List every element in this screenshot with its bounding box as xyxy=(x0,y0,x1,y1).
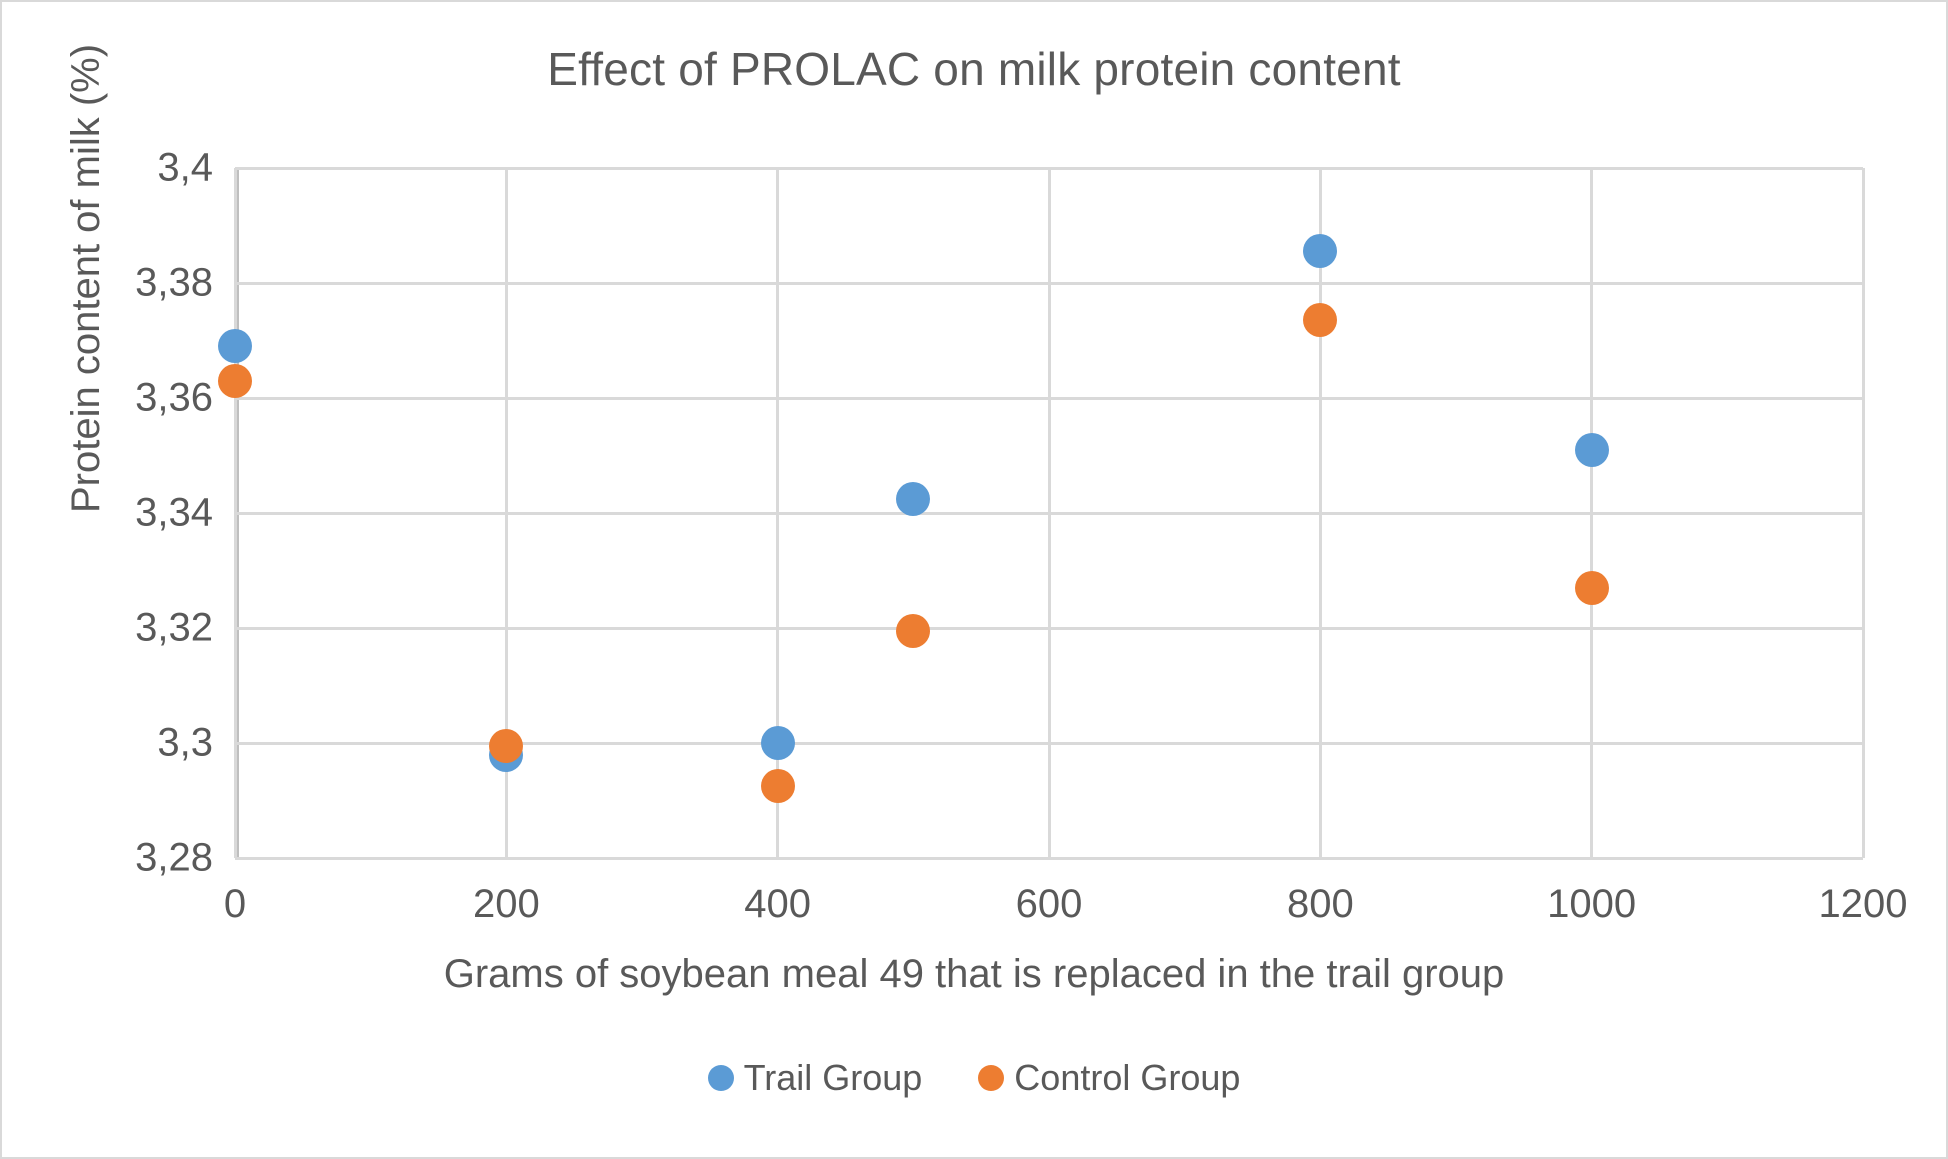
data-point xyxy=(218,329,252,364)
gridline-vertical xyxy=(1590,168,1594,858)
data-point xyxy=(1574,570,1609,605)
chart-legend: Trail Group Control Group xyxy=(2,1057,1946,1099)
legend-marker-icon xyxy=(707,1065,734,1091)
gridline-vertical xyxy=(776,168,780,858)
x-axis-tick-label: 0 xyxy=(223,882,247,926)
gridline-vertical xyxy=(1047,168,1051,858)
gridline-vertical xyxy=(233,168,237,858)
x-axis-tick-label: 1000 xyxy=(1547,882,1637,926)
gridline-vertical xyxy=(504,168,508,858)
legend-label: Trail Group xyxy=(743,1057,923,1098)
legend-item[interactable]: Trail Group xyxy=(707,1057,923,1099)
legend-label: Control Group xyxy=(1014,1057,1241,1098)
data-point xyxy=(489,728,524,763)
plot-area-wrapper xyxy=(218,166,1865,860)
y-axis-tick-label: 3,34 xyxy=(135,490,213,535)
legend-item[interactable]: Control Group xyxy=(978,1057,1240,1099)
plot-area xyxy=(218,166,1865,860)
y-axis-title: Protein content of milk (%) xyxy=(64,43,108,513)
y-axis-tick-label: 3,38 xyxy=(135,260,213,305)
x-axis-title: Grams of soybean meal 49 that is replace… xyxy=(443,952,1505,996)
gridline-horizontal xyxy=(235,856,1863,860)
data-point xyxy=(1303,234,1338,269)
x-axis-tick-label: 800 xyxy=(1286,882,1354,926)
legend-marker-icon xyxy=(978,1065,1005,1091)
x-axis-tick-label: 400 xyxy=(744,882,812,926)
y-axis-tick-label: 3,28 xyxy=(135,835,213,880)
data-point xyxy=(760,769,795,804)
x-axis-tick-label: 1200 xyxy=(1818,882,1908,926)
data-point xyxy=(1574,432,1609,467)
data-point xyxy=(760,726,795,760)
y-axis-tick-label: 3,4 xyxy=(157,145,213,190)
data-point xyxy=(218,363,252,398)
data-point xyxy=(1303,303,1338,338)
gridline-vertical xyxy=(1318,168,1322,858)
chart-title: Effect of PROLAC on milk protein content xyxy=(547,43,1401,95)
y-axis-tick-label: 3,3 xyxy=(157,720,213,765)
y-axis-tick-label: 3,36 xyxy=(135,375,213,420)
x-axis-tick-label: 200 xyxy=(472,882,540,926)
data-point xyxy=(896,613,931,648)
gridline-vertical xyxy=(1861,168,1865,858)
y-axis-tick-label: 3,32 xyxy=(135,605,213,650)
x-axis-tick-label: 600 xyxy=(1015,882,1083,926)
data-point xyxy=(896,481,931,516)
